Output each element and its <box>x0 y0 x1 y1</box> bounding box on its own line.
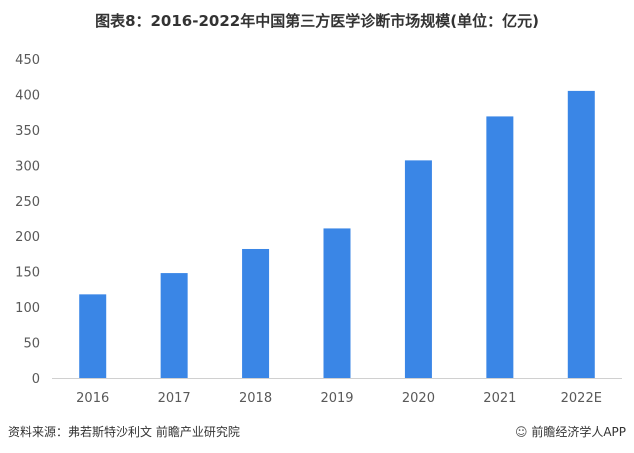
x-tick-label: 2021 <box>483 391 516 406</box>
credit-label: 前瞻经济学人APP <box>531 425 626 439</box>
source-note: 资料来源：弗若斯特沙利文 前瞻产业研究院 <box>8 425 240 439</box>
x-tick-label: 2016 <box>76 391 109 406</box>
chart-title: 图表8：2016-2022年中国第三方医学诊断市场规模(单位：亿元) <box>95 12 539 30</box>
x-tick-label: 2017 <box>158 391 191 406</box>
y-tick-label: 0 <box>32 372 40 387</box>
x-tick-label: 2019 <box>320 391 353 406</box>
y-tick-label: 350 <box>15 124 40 139</box>
y-tick-label: 200 <box>15 230 40 245</box>
y-tick-label: 150 <box>15 266 40 281</box>
bar <box>486 116 514 379</box>
y-tick-label: 300 <box>15 159 40 174</box>
bar <box>160 273 188 378</box>
x-tick-label: 2022E <box>561 391 602 406</box>
y-tick-label: 100 <box>15 301 40 316</box>
bar <box>242 248 270 378</box>
credit-note: ☺ 前瞻经济学人APP <box>515 423 626 440</box>
x-tick-label: 2020 <box>402 391 435 406</box>
y-tick-label: 250 <box>15 195 40 210</box>
bar <box>323 228 351 378</box>
app-logo-icon: ☺ <box>514 425 528 439</box>
y-tick-label: 400 <box>15 88 40 103</box>
bar <box>567 90 595 379</box>
y-tick-label: 450 <box>15 53 40 68</box>
y-tick-label: 50 <box>23 337 40 352</box>
x-tick-label: 2018 <box>239 391 272 406</box>
bar <box>79 294 107 378</box>
bar <box>404 160 432 378</box>
